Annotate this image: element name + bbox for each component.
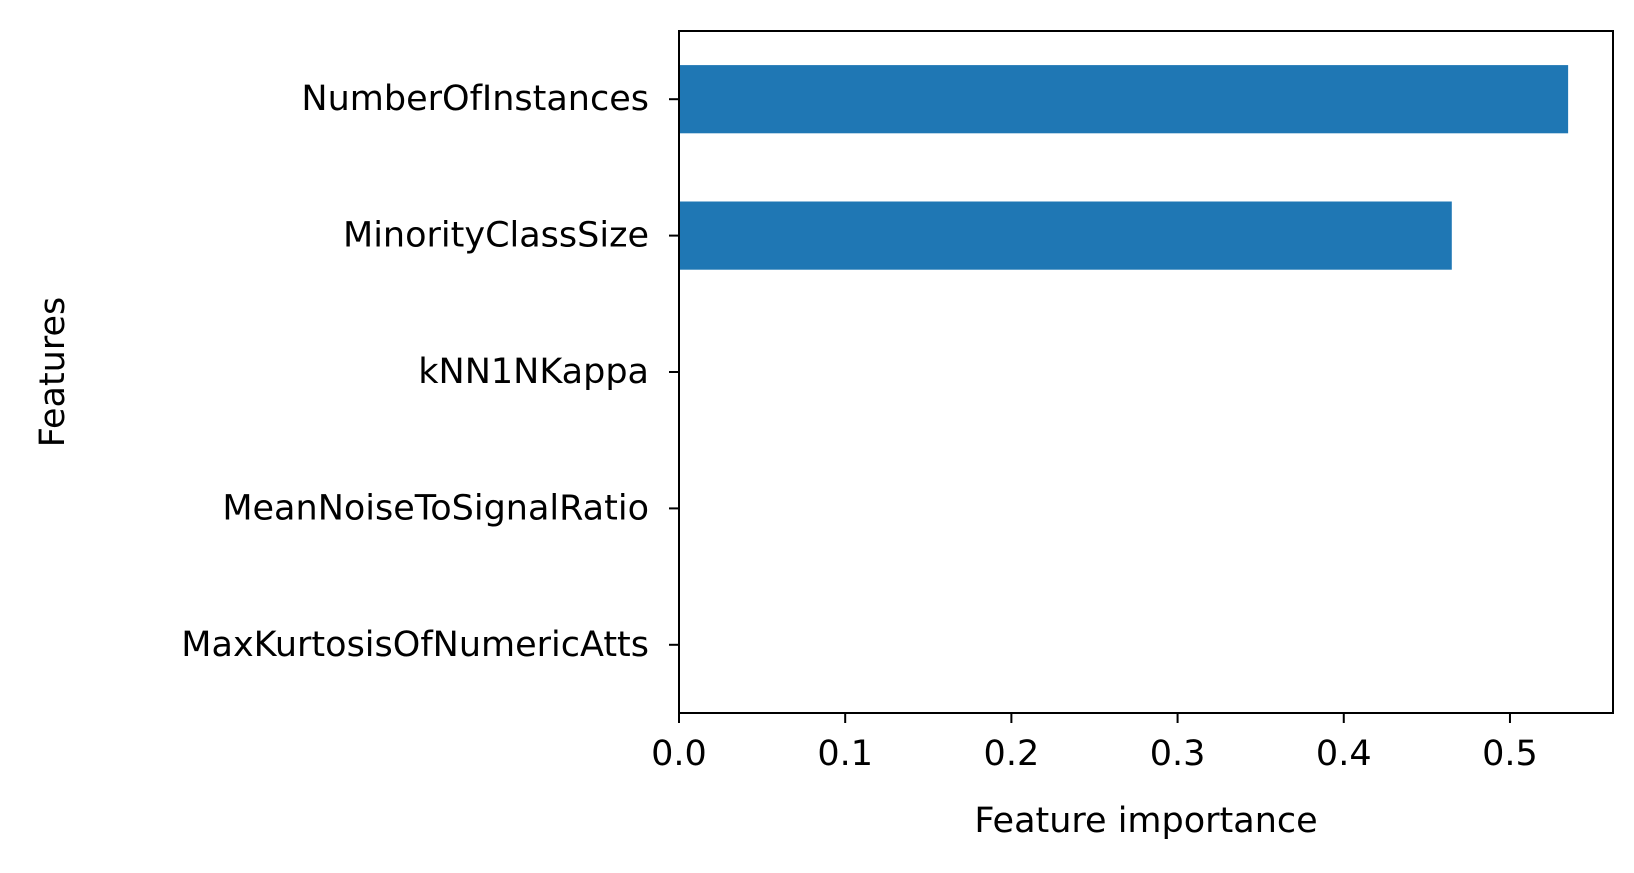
y-tick-label: MeanNoiseToSignalRatio bbox=[222, 488, 649, 528]
x-tick-label: 0.5 bbox=[1482, 734, 1538, 774]
x-axis-label: Feature importance bbox=[974, 801, 1317, 841]
x-tick-label: 0.1 bbox=[817, 734, 873, 774]
x-tick-label: 0.3 bbox=[1150, 734, 1206, 774]
bars-group bbox=[679, 65, 1569, 270]
y-axis-label: Features bbox=[33, 297, 73, 448]
x-ticks-group: 0.0 0.1 0.2 0.3 0.4 0.5 bbox=[651, 713, 1538, 774]
y-tick-label: MaxKurtosisOfNumericAtts bbox=[181, 625, 649, 665]
bar bbox=[679, 65, 1569, 134]
y-tick-label: MinorityClassSize bbox=[343, 216, 649, 256]
y-tick-label: kNN1NKappa bbox=[418, 352, 649, 392]
y-tick-label: NumberOfInstances bbox=[301, 79, 649, 119]
x-tick-label: 0.4 bbox=[1316, 734, 1372, 774]
y-ticks-group: NumberOfInstances MinorityClassSize kNN1NK… bbox=[181, 79, 679, 665]
plot-frame bbox=[678, 30, 1614, 714]
bar bbox=[679, 201, 1452, 270]
x-tick-label: 0.2 bbox=[984, 734, 1040, 774]
x-tick-label: 0.0 bbox=[651, 734, 707, 774]
